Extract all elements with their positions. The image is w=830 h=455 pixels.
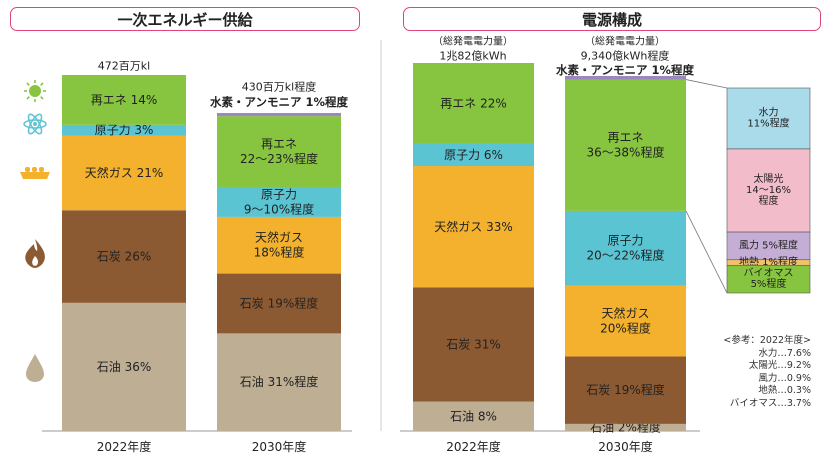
hydrogen-ammonia-label: 水素・アンモニア 1%程度 — [210, 95, 349, 109]
bar-segment-再エネ — [413, 63, 534, 144]
segment-label: 原子力 — [607, 234, 643, 248]
bar-segment-再エネ — [62, 75, 186, 125]
segment-label: 天然ガス 21% — [85, 165, 164, 180]
segment-label: 再エネ — [607, 131, 643, 145]
reference-note-item: 風力…0.9% — [758, 372, 811, 384]
breakdown-segment-バイオマス — [726, 264, 811, 294]
bar-segment-再エネ — [217, 116, 341, 187]
oil-drop-icon — [26, 354, 44, 382]
primary-energy-title-text: 一次エネルギー供給 — [117, 11, 253, 29]
lng-ship-icon — [20, 167, 50, 179]
breakdown-label: 風力 5%程度 — [739, 238, 798, 251]
x-tick-label: 2022年度 — [97, 439, 152, 454]
segment-label: 9～10%程度 — [244, 201, 314, 216]
segment-label: 石油 31%程度 — [240, 374, 319, 389]
segment-label: 20～22%程度 — [587, 248, 665, 263]
breakdown-label: 11%程度 — [747, 116, 789, 129]
breakdown-label: 14～16% — [746, 185, 791, 196]
reference-note-item: 太陽光…9.2% — [748, 360, 811, 372]
bar-segment-天然ガス — [413, 166, 534, 288]
segment-label: 再エネ — [261, 137, 297, 151]
bar-segment-石油 — [413, 401, 534, 431]
power-mix-title: 電源構成 — [403, 7, 821, 31]
breakdown-label: バイオマス — [744, 267, 794, 279]
bar-segment-原子力 — [62, 124, 186, 136]
breakdown-label: 太陽光 — [754, 172, 784, 185]
bar-segment-石炭 — [413, 287, 534, 402]
bar-segment-水素・アンモニア — [565, 76, 686, 80]
segment-label: 石炭 31% — [446, 338, 501, 352]
segment-label: 石炭 19%程度 — [586, 382, 665, 397]
segment-label: 天然ガス — [255, 230, 303, 245]
primary-energy-title: 一次エネルギー供給 — [10, 7, 360, 31]
reference-note-item: 地熱…0.3% — [758, 385, 811, 397]
flame-icon — [25, 239, 45, 268]
breakdown-label: 地熱 1%程度 — [739, 255, 798, 268]
breakdown-segment-風力 — [726, 231, 811, 261]
power-mix-title-text: 電源構成 — [581, 11, 642, 29]
segment-label: 石炭 19%程度 — [240, 295, 319, 310]
bar-segment-天然ガス — [217, 216, 341, 274]
reference-note-item: 水力…7.6% — [758, 347, 811, 359]
segment-label: 原子力 — [261, 187, 297, 201]
x-tick-label: 2030年度 — [252, 439, 307, 454]
connector-line — [685, 79, 728, 89]
reference-note: <参考：2022年度> 水力…7.6% 太陽光…9.2% 風力…0.9% 地熱…… — [706, 335, 811, 411]
sun-icon — [24, 80, 46, 102]
segment-label: 再エネ 22% — [440, 96, 507, 110]
bar-segment-石炭 — [565, 356, 686, 424]
segment-label: 18%程度 — [254, 245, 305, 260]
breakdown-label: 程度 — [759, 194, 779, 207]
bar-segment-石炭 — [62, 210, 186, 303]
breakdown-segment-水力 — [726, 87, 811, 150]
bar-segment-石炭 — [217, 273, 341, 334]
segment-label: 再エネ 14% — [91, 93, 158, 107]
total-label: 1兆82億kWh — [439, 50, 506, 63]
bar-segment-石油 — [565, 423, 686, 431]
segment-label: 原子力 6% — [444, 148, 503, 162]
bar-segment-天然ガス — [565, 285, 686, 357]
segment-label: 22～23%程度 — [240, 151, 318, 166]
breakdown-label: 水力 — [759, 105, 779, 118]
bar-segment-再エネ — [565, 79, 686, 211]
segment-label: 原子力 3% — [95, 123, 154, 137]
bar-segment-水素・アンモニア — [217, 113, 341, 117]
breakdown-segment-太陽光 — [726, 148, 811, 233]
reference-note-item: バイオマス…3.7% — [729, 397, 811, 409]
atom-icon — [23, 113, 47, 135]
segment-label: 天然ガス 33% — [434, 219, 513, 234]
x-tick-label: 2022年度 — [446, 439, 501, 454]
bar-segment-原子力 — [565, 210, 686, 286]
x-tick-label: 2030年度 — [598, 439, 653, 454]
segment-label: 石油 36% — [97, 360, 152, 374]
total-caption: （総発電電力量） — [585, 35, 665, 48]
segment-label: 石炭 26% — [97, 250, 152, 264]
total-label: 9,340億kWh程度 — [581, 49, 670, 63]
bar-segment-天然ガス — [62, 135, 186, 211]
segment-label: 20%程度 — [600, 320, 651, 335]
segment-label: 36～38%程度 — [587, 145, 665, 160]
bar-segment-石油 — [217, 333, 341, 431]
bar-segment-原子力 — [217, 186, 341, 217]
segment-label: 天然ガス — [601, 305, 649, 320]
total-caption: （総発電電力量） — [433, 35, 513, 48]
connector-line — [685, 210, 728, 294]
bar-segment-石油 — [62, 302, 186, 431]
segment-label: 石油 8% — [450, 409, 497, 423]
reference-note-title: <参考：2022年度> — [723, 335, 811, 346]
hydrogen-ammonia-label: 水素・アンモニア 1%程度 — [556, 63, 695, 77]
total-label: 430百万kl程度 — [242, 80, 316, 94]
breakdown-label: 5%程度 — [751, 277, 787, 290]
total-label: 472百万kl — [98, 60, 150, 73]
bar-segment-原子力 — [413, 143, 534, 167]
